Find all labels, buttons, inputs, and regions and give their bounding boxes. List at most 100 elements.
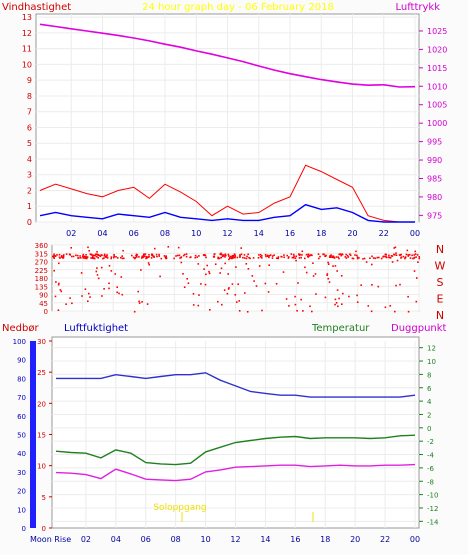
rain-tick: 20 <box>17 488 26 496</box>
direction-point <box>165 256 168 259</box>
rain-tick: 30 <box>17 469 26 477</box>
direction-point <box>178 254 181 257</box>
direction-point <box>271 255 274 257</box>
direction-tick: 90 <box>39 292 48 300</box>
humidity-tick: 20 <box>37 400 46 408</box>
direction-point <box>220 267 223 270</box>
direction-point <box>362 258 364 260</box>
direction-point <box>226 292 229 295</box>
direction-tick: 45 <box>39 300 48 308</box>
direction-point <box>110 270 113 272</box>
direction-point <box>336 270 338 272</box>
direction-point <box>298 253 300 255</box>
time-tick: 22 <box>380 535 390 544</box>
direction-point <box>363 257 366 260</box>
direction-point <box>185 255 188 258</box>
direction-point <box>95 253 97 255</box>
direction-point <box>92 257 95 260</box>
direction-point <box>249 257 251 260</box>
direction-point <box>222 255 225 257</box>
direction-point <box>409 257 412 259</box>
temperature-grid <box>52 341 419 528</box>
direction-point <box>95 270 98 273</box>
wind-speed-label: Vindhastighet <box>2 2 71 13</box>
direction-point <box>227 273 229 275</box>
direction-point <box>332 265 334 267</box>
direction-point <box>88 250 90 252</box>
direction-point <box>218 257 221 260</box>
direction-point <box>158 255 160 257</box>
rain-tick: 40 <box>17 450 26 458</box>
direction-point <box>116 257 119 259</box>
wind-speed-tick: 6 <box>27 123 32 132</box>
direction-point <box>291 256 294 259</box>
direction-point <box>395 254 398 256</box>
direction-point <box>338 257 340 260</box>
direction-point <box>180 256 183 258</box>
direction-point <box>292 253 295 256</box>
direction-point <box>340 253 343 256</box>
direction-point <box>98 254 101 257</box>
direction-point <box>348 295 350 298</box>
direction-point <box>58 262 60 265</box>
direction-point <box>190 256 192 258</box>
direction-point <box>194 256 197 259</box>
direction-point <box>412 257 414 260</box>
direction-point <box>371 255 373 258</box>
direction-point <box>301 254 303 256</box>
direction-point <box>300 256 302 259</box>
direction-point <box>337 256 339 258</box>
direction-point <box>54 295 57 298</box>
direction-point <box>309 305 311 308</box>
direction-point <box>371 263 373 266</box>
direction-point <box>335 302 338 304</box>
temperature-tick: 4 <box>427 398 432 406</box>
pressure-tick: 985 <box>427 174 442 183</box>
direction-point <box>339 253 341 255</box>
direction-point <box>237 283 239 285</box>
pressure-tick: 1000 <box>427 119 447 128</box>
time-tick: 02 <box>66 229 76 238</box>
direction-point <box>231 257 233 260</box>
direction-point <box>257 257 260 259</box>
direction-point <box>356 301 359 303</box>
direction-point <box>292 257 295 259</box>
direction-point <box>224 253 227 256</box>
time-tick: 18 <box>320 535 330 544</box>
direction-point <box>415 300 418 303</box>
direction-point <box>121 257 124 260</box>
direction-point <box>286 254 288 257</box>
direction-point <box>228 258 230 261</box>
direction-point <box>413 256 416 259</box>
direction-point <box>96 267 98 269</box>
temperature-tick: -6 <box>427 465 435 473</box>
direction-point <box>414 253 417 255</box>
direction-point <box>205 273 207 276</box>
direction-point <box>245 263 248 265</box>
direction-point <box>94 254 96 257</box>
direction-point <box>57 283 60 286</box>
time-tick: 00 <box>410 229 420 238</box>
direction-point <box>416 277 418 279</box>
temperature-tick: -10 <box>427 492 438 500</box>
direction-point <box>55 281 57 283</box>
direction-point <box>294 295 296 298</box>
direction-point <box>85 254 87 256</box>
direction-tick: 0 <box>44 308 48 316</box>
direction-point <box>62 254 65 256</box>
direction-point <box>153 255 155 258</box>
time-tick: 12 <box>230 535 240 544</box>
direction-point <box>108 287 110 290</box>
wind-gust-line <box>39 164 415 223</box>
direction-point <box>205 256 207 259</box>
time-tick: 08 <box>171 535 181 544</box>
direction-point <box>58 253 61 256</box>
direction-point <box>136 256 138 258</box>
direction-point <box>52 255 54 258</box>
direction-point <box>340 254 342 257</box>
direction-point <box>407 310 410 313</box>
direction-point <box>233 256 235 259</box>
